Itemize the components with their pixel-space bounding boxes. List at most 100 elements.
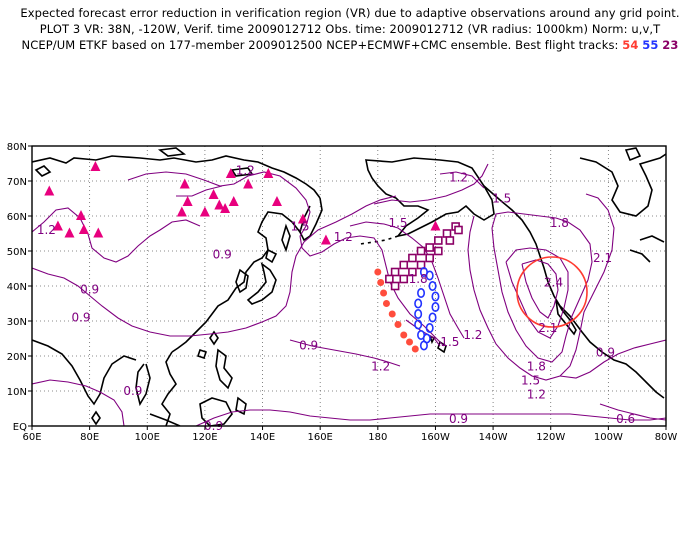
contour-label: 1.2 — [527, 388, 546, 402]
x-tick-label: 160E — [307, 432, 332, 443]
track-55-point — [428, 312, 437, 323]
track-55-point — [419, 340, 428, 351]
header-line-1: Expected forecast error reduction in ver… — [20, 6, 680, 20]
raob-site-marker — [78, 224, 89, 234]
track-55-point — [414, 308, 423, 319]
contour-label: 1.8 — [550, 216, 569, 230]
contour-label: 2.1 — [593, 251, 612, 265]
contour-label: 1.5 — [388, 216, 407, 230]
track-55-point — [425, 270, 434, 281]
raob-site-marker — [228, 196, 239, 206]
x-tick-label: 160W — [421, 432, 450, 443]
contour-labels: 1.20.90.90.91.21.51.21.51.81.21.51.82.12… — [37, 164, 635, 434]
y-tick-label: 60N — [7, 212, 27, 223]
header-line-3: NCEP/UM ETKF based on 177-member 2009012… — [0, 38, 700, 53]
header-line-2: PLOT 3 VR: 38N, -120W, Verif. time 20090… — [39, 22, 661, 36]
contour-label: 1.2 — [334, 230, 353, 244]
y-tick-label: 30N — [7, 317, 27, 328]
raob-site-marker — [214, 199, 225, 210]
x-tick-label: 80W — [655, 432, 678, 443]
track-label-23: 23 — [662, 38, 679, 52]
track-23-point — [425, 253, 434, 263]
y-tick-label: 10N — [7, 387, 27, 398]
y-tick-label: 50N — [7, 247, 27, 258]
track-23-point — [390, 267, 400, 277]
track-23-point — [399, 260, 409, 270]
track-55-point — [431, 291, 440, 302]
flight-tracks — [374, 222, 463, 353]
raob-site-marker — [64, 227, 75, 238]
raob-sites — [44, 161, 441, 245]
contour-label: 0.9 — [80, 283, 99, 297]
contour-label: 0.9 — [449, 412, 468, 426]
x-tick-label: 100E — [135, 432, 160, 443]
contour-label: 1.2 — [463, 328, 482, 342]
raob-site-marker — [271, 196, 282, 206]
raob-site-marker — [176, 206, 187, 217]
raob-site-marker — [75, 210, 86, 220]
track-23-point — [408, 253, 417, 263]
raob-site-marker — [430, 220, 441, 231]
contour-label: 0.6 — [616, 412, 635, 426]
raob-site-marker — [199, 206, 210, 217]
y-tick-label: EQ — [13, 422, 27, 433]
contour-label: 1.8 — [527, 360, 546, 374]
track-55-point — [414, 298, 423, 309]
contour-label: 0.9 — [596, 346, 615, 360]
contour-label: 1.8 — [409, 272, 428, 286]
contour-label: 0.9 — [213, 248, 232, 262]
contour-label: 2.1 — [538, 321, 557, 335]
contour-label: 1.2 — [371, 360, 390, 374]
x-tick-label: 120E — [192, 432, 217, 443]
track-54-point — [394, 321, 402, 328]
track-54-point — [382, 300, 390, 307]
raob-site-marker — [208, 189, 219, 199]
contour-lines — [32, 163, 666, 426]
x-tick-label: 120W — [536, 432, 565, 443]
track-55-point — [417, 329, 426, 340]
contour-label: 1.2 — [236, 164, 255, 178]
track-23-point — [408, 267, 417, 277]
contour-label: 0.9 — [71, 311, 90, 325]
raob-site-marker — [44, 185, 55, 196]
track-55-point — [414, 319, 423, 330]
raob-site-marker — [220, 203, 231, 213]
contour-label: 1.2 — [449, 171, 468, 185]
track-23-point — [434, 246, 443, 256]
y-tick-label: 70N — [7, 177, 27, 188]
contour-label: 1.2 — [37, 223, 56, 237]
x-tick-label: 180 — [368, 432, 387, 443]
raob-site-marker — [320, 234, 331, 245]
y-tick-label: 20N — [7, 352, 27, 363]
raob-site-marker — [52, 220, 63, 231]
raob-site-marker — [182, 196, 193, 206]
track-54-point — [406, 338, 414, 346]
contour-label: 2.4 — [544, 276, 563, 290]
verification-region-circle — [516, 256, 588, 328]
raob-site-marker — [93, 227, 104, 238]
track-54-point — [377, 279, 385, 286]
track-23-point — [425, 243, 434, 252]
track-55-point — [428, 280, 437, 291]
track-23-point — [399, 274, 409, 284]
track-54-point — [400, 331, 408, 339]
contour-label: 1.5 — [440, 335, 459, 349]
track-54-point — [374, 268, 382, 276]
contour-label: 1.5 — [521, 374, 540, 388]
track-55-point — [425, 322, 434, 333]
track-23-point — [385, 274, 394, 284]
raob-site-marker — [297, 213, 308, 224]
x-tick-label: 60E — [22, 432, 41, 443]
track-23-point — [416, 260, 426, 270]
track-54-point — [380, 289, 388, 297]
contour-label: 1.5 — [492, 192, 511, 206]
contour-label: 0.9 — [123, 384, 142, 398]
y-tick-label: 40N — [7, 282, 27, 293]
track-23-point — [442, 229, 452, 238]
track-23-point — [416, 246, 426, 256]
x-tick-label: 140E — [250, 432, 275, 443]
raob-site-marker — [263, 168, 274, 178]
raob-site-marker — [243, 178, 254, 189]
track-54-point — [388, 310, 396, 318]
